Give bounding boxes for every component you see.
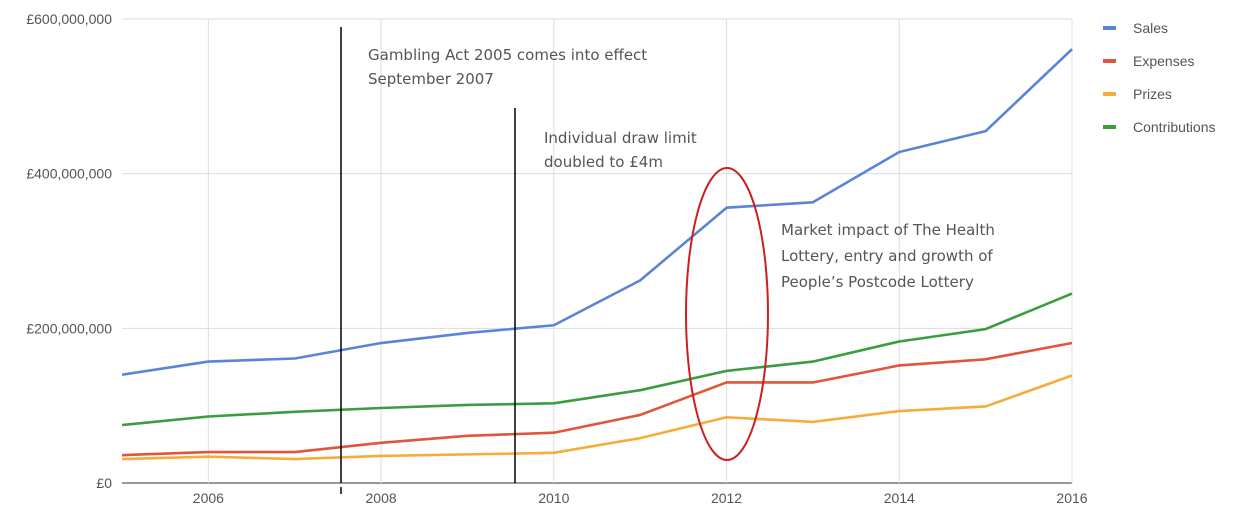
x-tick-label: 2006: [193, 490, 224, 506]
grid: £0 £200,000,000 £400,000,000 £600,000,000 20…: [26, 11, 1087, 506]
y-tick-label: £400,000,000: [26, 166, 112, 182]
legend-label: Contributions: [1133, 119, 1216, 135]
x-tick-label: 2012: [711, 490, 742, 506]
x-tick-label: 2008: [366, 490, 397, 506]
annotation: Market impact of The Health: [781, 221, 995, 239]
annotation: September 2007: [368, 70, 494, 88]
series-line: [121, 374, 1073, 461]
x-tick-label: 2014: [884, 490, 915, 506]
series-line: [121, 292, 1073, 427]
x-tick-label: 2010: [538, 490, 569, 506]
annotation-ellipse: [685, 167, 769, 461]
annotation: People’s Postcode Lottery: [781, 273, 974, 291]
annotation: doubled to £4m: [544, 153, 663, 171]
x-tick-label: 2016: [1056, 490, 1087, 506]
legend-label: Expenses: [1133, 53, 1194, 69]
lines: [121, 48, 1073, 461]
legend-swatch: [1103, 92, 1116, 96]
legend-label: Sales: [1133, 20, 1168, 36]
series-line: [121, 341, 1073, 457]
annotation: Gambling Act 2005 comes into effect: [368, 46, 647, 64]
legend: Sales Expenses Prizes Contributions: [1103, 20, 1216, 135]
series-line: [121, 48, 1073, 377]
annotation: Lottery, entry and growth of: [781, 247, 993, 265]
legend-swatch: [1103, 125, 1116, 129]
legend-label: Prizes: [1133, 86, 1172, 102]
y-tick-label: £0: [96, 475, 112, 491]
legend-swatch: [1103, 26, 1116, 30]
y-tick-label: £600,000,000: [26, 11, 112, 27]
annotation: Individual draw limit: [544, 129, 697, 147]
y-tick-label: £200,000,000: [26, 320, 112, 336]
legend-swatch: [1103, 59, 1116, 63]
